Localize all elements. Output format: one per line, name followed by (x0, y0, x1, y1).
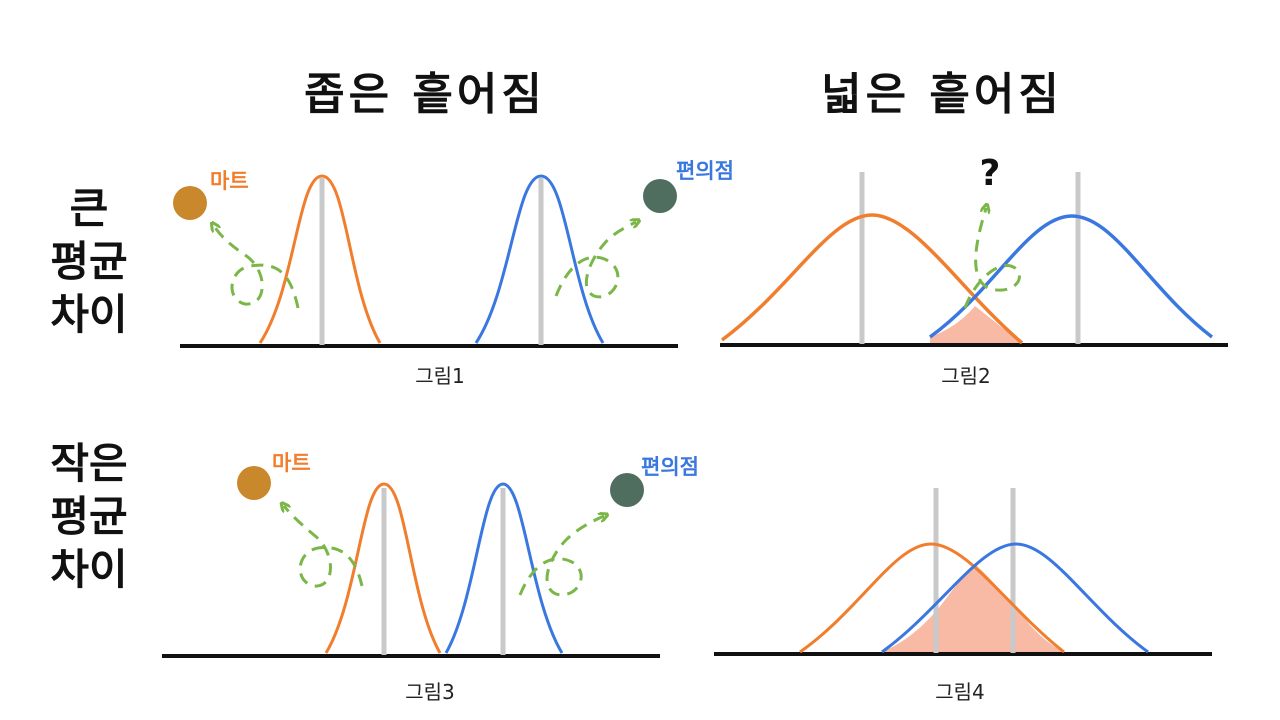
panel2-caption: 그림2 (941, 364, 991, 388)
row-title-small-line-3: 차이 (50, 545, 128, 594)
panel3-mart-curve (324, 482, 442, 654)
row-title-small-line-2: 평균 (50, 492, 128, 541)
panel2-convenience-curve (928, 214, 1214, 339)
panel3-convenience-curve (444, 482, 564, 654)
green-loop-arrow-icon (554, 222, 636, 299)
panel3 (162, 466, 660, 658)
panel1-mart-label: 마트 (210, 169, 249, 193)
panel1-caption: 그림1 (415, 364, 465, 388)
panel3-caption: 그림3 (405, 680, 455, 704)
row-title-small-line-1: 작은 (50, 439, 128, 488)
panel4-overlap-fill (882, 564, 1064, 652)
panel2-mart-curve (720, 213, 1024, 345)
panel4-convenience-curve (881, 542, 1149, 654)
panel1-convenience-curve (474, 174, 605, 344)
mart-ball-icon (237, 466, 271, 500)
row-title-small-difference: 작은 평균 차이 (34, 437, 144, 596)
panel4-mart-curve (799, 542, 1065, 654)
row-title-large-line-1: 큰 (69, 184, 109, 233)
panel3-convenience-label: 편의점 (641, 455, 699, 479)
panel1-convenience-label: 편의점 (676, 159, 734, 183)
green-loop-arrow-icon (214, 226, 300, 309)
green-loop-arrow-icon (518, 516, 604, 597)
green-loop-arrow-icon (284, 506, 364, 588)
panel1-mart-curve (258, 174, 382, 344)
panel1 (173, 174, 678, 348)
convenience-ball-icon (643, 179, 677, 213)
row-title-large-line-2: 평균 (50, 237, 128, 286)
panel4 (714, 488, 1212, 656)
panel3-mart-label: 마트 (272, 451, 311, 475)
column-title-wide: 넓은 흩어짐 (821, 69, 1063, 120)
row-title-large-line-3: 차이 (50, 290, 128, 339)
column-title-narrow: 좁은 흩어짐 (304, 69, 546, 120)
panel2: ? (720, 153, 1228, 347)
green-loop-arrow-icon (963, 208, 1021, 309)
convenience-ball-icon (610, 473, 644, 507)
panel2-overlap-fill (930, 306, 1022, 343)
panel4-caption: 그림4 (935, 680, 985, 704)
row-title-large-difference: 큰 평균 차이 (34, 182, 144, 341)
mart-ball-icon (173, 186, 207, 220)
question-mark-icon: ? (980, 153, 1001, 194)
